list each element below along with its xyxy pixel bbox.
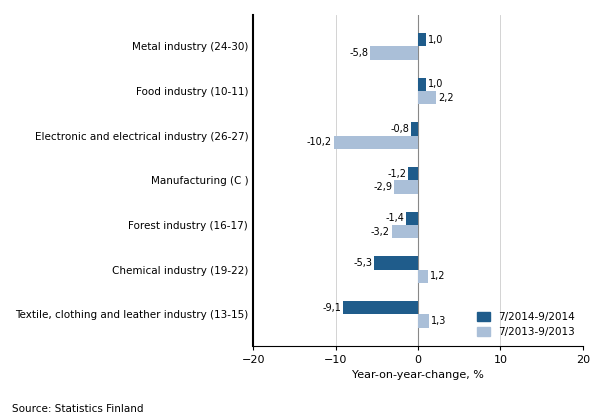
Text: -9,1: -9,1 [322, 303, 341, 313]
Bar [374, 256, 418, 270]
Text: 2,2: 2,2 [438, 93, 454, 103]
Bar [418, 91, 436, 104]
Bar [391, 225, 418, 238]
Bar [407, 212, 418, 225]
Bar [343, 301, 418, 314]
Bar [411, 122, 418, 136]
Text: -5,3: -5,3 [353, 258, 372, 268]
Bar [408, 167, 418, 180]
Text: -2,9: -2,9 [373, 182, 392, 192]
Text: 1,0: 1,0 [428, 79, 443, 89]
Text: 1,3: 1,3 [431, 316, 446, 326]
Bar [418, 270, 428, 283]
Text: Source: Statistics Finland: Source: Statistics Finland [12, 404, 143, 414]
Bar [394, 180, 418, 194]
Text: -1,4: -1,4 [385, 213, 404, 223]
Bar [418, 314, 429, 328]
Bar [370, 46, 418, 59]
Text: 1,0: 1,0 [428, 35, 443, 45]
Text: -1,2: -1,2 [387, 168, 406, 178]
Text: -10,2: -10,2 [307, 137, 332, 147]
Text: -3,2: -3,2 [371, 227, 390, 237]
Text: -0,8: -0,8 [390, 124, 410, 134]
X-axis label: Year-on-year-change, %: Year-on-year-change, % [352, 370, 484, 380]
Text: -5,8: -5,8 [349, 48, 368, 58]
Legend: 7/2014-9/2014, 7/2013-9/2013: 7/2014-9/2014, 7/2013-9/2013 [474, 309, 578, 340]
Bar [418, 33, 427, 46]
Bar [418, 77, 427, 91]
Bar [334, 136, 418, 149]
Text: 1,2: 1,2 [430, 271, 445, 281]
